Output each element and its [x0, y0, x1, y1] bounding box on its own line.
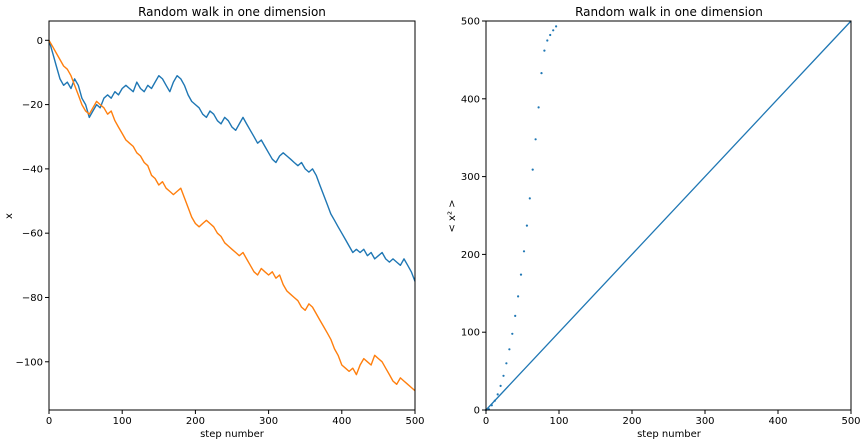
- y-tick-label: 0: [474, 406, 480, 417]
- x-tick-label: 500: [405, 416, 424, 427]
- y-tick-label: 400: [461, 94, 480, 105]
- x-tick-label: 200: [186, 416, 205, 427]
- left-chart-frame: [48, 20, 416, 411]
- y-tick-label: 500: [461, 17, 480, 28]
- data-point: [552, 29, 555, 32]
- x-tick-label: 200: [622, 416, 641, 427]
- data-point: [525, 224, 529, 227]
- data-point: [499, 384, 502, 387]
- right-chart-panel: Random walk in one dimension step number…: [447, 5, 861, 440]
- left-chart-xlabel: step number: [200, 429, 265, 440]
- data-point: [549, 33, 552, 37]
- y-tick-label: −100: [16, 357, 43, 368]
- y-tick-label: −80: [22, 293, 43, 304]
- data-point: [493, 399, 496, 402]
- y-tick-label: −60: [22, 229, 43, 240]
- right-chart-ylabel: < x² >: [447, 199, 458, 232]
- data-point: [502, 374, 505, 377]
- data-point: [537, 106, 540, 109]
- data-point: [522, 250, 526, 253]
- data-point: [555, 25, 558, 28]
- y-tick-label: 200: [461, 250, 480, 261]
- data-point: [519, 273, 523, 276]
- x-tick-label: 400: [332, 416, 351, 427]
- data-point: [546, 39, 549, 42]
- y-tick-label: 300: [461, 172, 480, 183]
- series-line-1: [48, 40, 416, 282]
- y-tick-label: 100: [461, 328, 480, 339]
- x-tick-label: 500: [841, 416, 860, 427]
- series-line-2: [48, 39, 416, 392]
- data-point: [540, 72, 543, 75]
- data-point: [531, 168, 534, 171]
- data-point: [496, 393, 499, 396]
- x-tick-label: 300: [259, 416, 278, 427]
- x-tick-label: 400: [768, 416, 787, 427]
- y-tick-label: −40: [22, 164, 43, 175]
- x-tick-label: 300: [695, 416, 714, 427]
- left-chart-ylabel: x: [4, 213, 15, 219]
- data-point: [505, 362, 508, 365]
- data-point: [508, 348, 511, 351]
- data-point: [528, 197, 531, 200]
- right-chart-xlabel: step number: [637, 429, 702, 440]
- data-point: [511, 332, 514, 335]
- data-point: [490, 404, 493, 407]
- x-tick-label: 100: [113, 416, 132, 427]
- left-chart-panel: Random walk in one dimension step number…: [4, 5, 425, 440]
- y-tick-label: −20: [22, 100, 43, 111]
- x-tick-label: 0: [483, 416, 489, 427]
- right-chart-frame: [485, 20, 852, 411]
- data-point: [517, 295, 520, 298]
- data-point: [534, 138, 537, 141]
- y-tick-label: 0: [37, 36, 43, 47]
- x-tick-label: 100: [549, 416, 568, 427]
- data-point: [543, 49, 546, 52]
- reference-line: [485, 20, 852, 411]
- left-chart-title: Random walk in one dimension: [138, 5, 326, 19]
- right-chart-title: Random walk in one dimension: [575, 5, 763, 19]
- data-point: [514, 314, 517, 317]
- x-tick-label: 0: [46, 416, 52, 427]
